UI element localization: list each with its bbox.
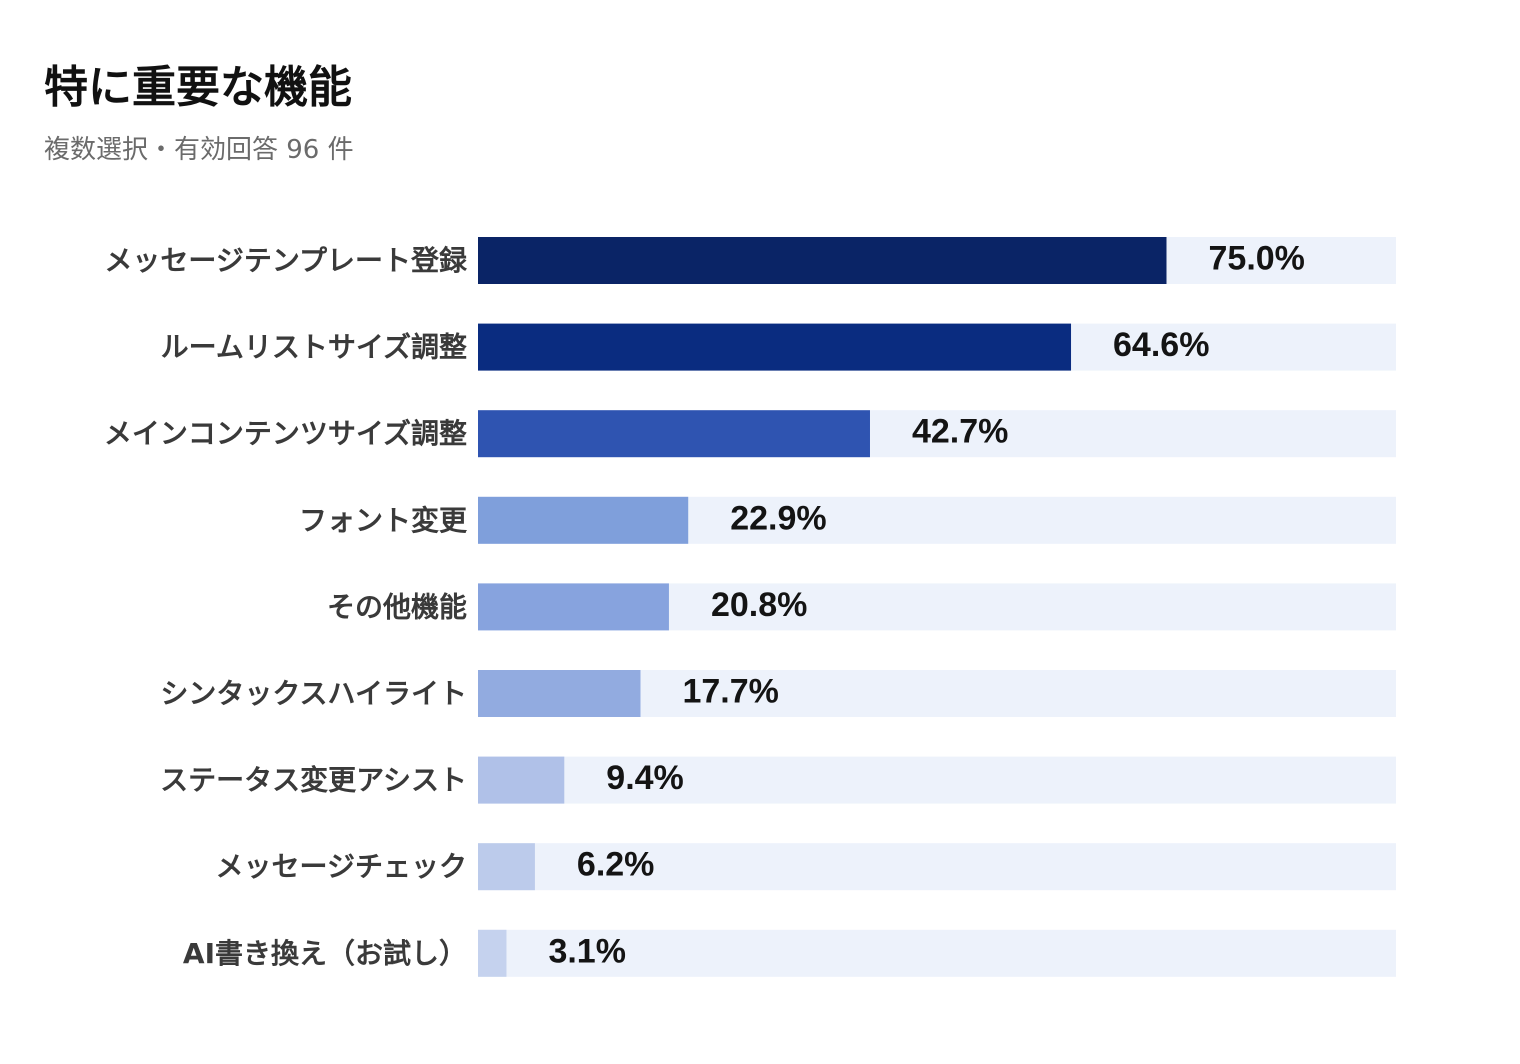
value-label: 6.2% (577, 846, 655, 884)
bar (478, 929, 507, 977)
bar-track (478, 843, 1396, 891)
bar (478, 323, 1072, 371)
bar-row: シンタックスハイライト 17.7% (160, 670, 1396, 717)
value-label: 22.9% (730, 499, 826, 537)
category-label: AI書き換え（お試し） (183, 937, 467, 970)
bar (478, 756, 565, 804)
bar-row: メッセージテンプレート登録 75.0% (104, 237, 1396, 284)
category-label: ルームリストサイズ調整 (161, 331, 467, 364)
bar-row: その他機能 20.8% (327, 583, 1396, 631)
category-label: その他機能 (327, 590, 467, 623)
value-label: 3.1% (548, 932, 626, 970)
bar (478, 670, 641, 717)
bar-track (478, 756, 1396, 804)
chart-subtitle: 複数選択・有効回答 96 件 (44, 135, 354, 165)
bar-row: ステータス変更アシスト 9.4% (160, 756, 1396, 804)
category-label: メッセージテンプレート登録 (104, 244, 468, 277)
bar (478, 583, 669, 631)
category-label: フォント変更 (299, 504, 468, 537)
bar-track (478, 929, 1396, 977)
bar (478, 843, 535, 891)
bar (478, 237, 1167, 284)
category-label: シンタックスハイライト (160, 677, 467, 710)
chart-layer: メッセージテンプレート登録 75.0% ルームリストサイズ調整 64.6% メインコンテ… (104, 237, 1396, 977)
bar (478, 410, 870, 458)
category-label: ステータス変更アシスト (160, 764, 467, 797)
value-label: 9.4% (606, 759, 684, 797)
value-label: 75.0% (1209, 240, 1305, 278)
bar (478, 496, 689, 544)
bar-row: メインコンテンツサイズ調整 42.7% (104, 410, 1396, 458)
value-label: 20.8% (711, 586, 807, 624)
value-label: 64.6% (1113, 326, 1209, 364)
chart-title: 特に重要な機能 (44, 62, 352, 113)
category-label: メッセージチェック (216, 850, 467, 883)
value-label: 17.7% (682, 673, 778, 711)
value-label: 42.7% (912, 413, 1008, 451)
bar-row: メッセージチェック 6.2% (216, 843, 1396, 891)
bar-row: ルームリストサイズ調整 64.6% (161, 323, 1396, 371)
bar-row: AI書き換え（お試し） 3.1% (183, 929, 1396, 977)
category-label: メインコンテンツサイズ調整 (104, 417, 467, 450)
bar-row: フォント変更 22.9% (299, 496, 1396, 544)
